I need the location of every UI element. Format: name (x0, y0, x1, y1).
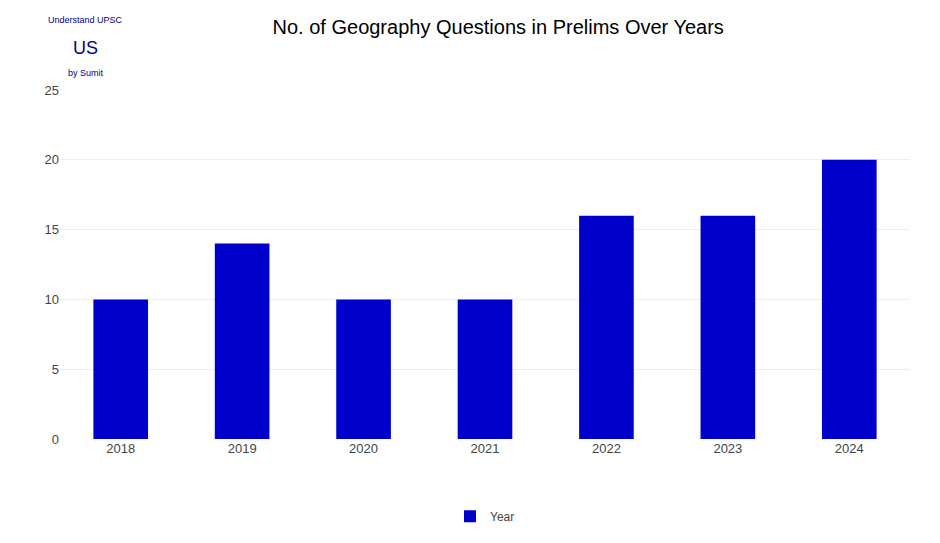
svg-text:5: 5 (52, 362, 59, 377)
svg-text:Understand UPSC: Understand UPSC (48, 15, 123, 25)
svg-text:0: 0 (52, 432, 59, 447)
svg-text:by Sumit: by Sumit (68, 68, 104, 78)
svg-text:2019: 2019 (228, 441, 257, 456)
svg-text:Year: Year (490, 510, 514, 524)
svg-text:2020: 2020 (349, 441, 378, 456)
svg-text:2024: 2024 (835, 441, 864, 456)
svg-text:25: 25 (45, 83, 59, 98)
svg-text:2022: 2022 (592, 441, 621, 456)
svg-text:No. of Geography Questions in: No. of Geography Questions in Prelims Ov… (273, 16, 724, 38)
svg-text:US: US (73, 38, 98, 58)
svg-text:20: 20 (45, 152, 59, 167)
svg-text:2021: 2021 (471, 441, 500, 456)
svg-text:15: 15 (45, 222, 59, 237)
svg-text:10: 10 (45, 292, 59, 307)
svg-text:2018: 2018 (106, 441, 135, 456)
svg-text:2023: 2023 (713, 441, 742, 456)
